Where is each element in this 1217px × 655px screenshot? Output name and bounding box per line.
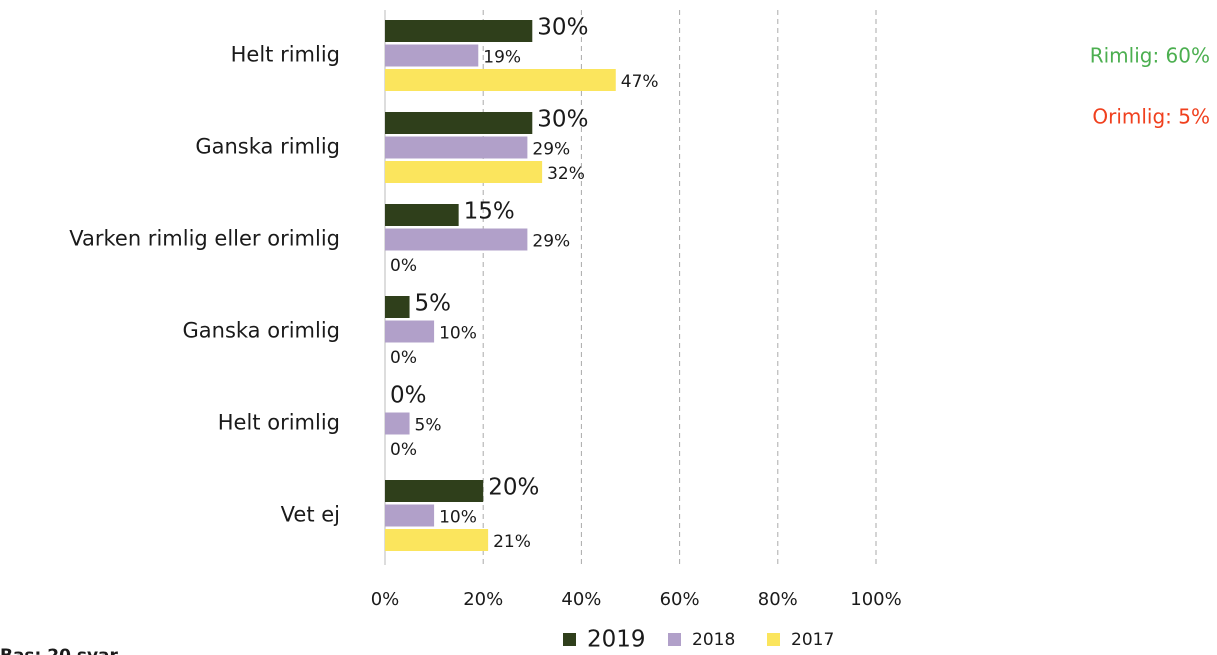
x-tick-label: 0% [371,589,400,610]
bar [385,20,533,42]
value-label: 0% [390,256,417,276]
x-tick-label: 60% [660,589,700,610]
x-tick-label: 40% [561,589,601,610]
bar [385,112,533,134]
bar [385,504,435,527]
bar [385,480,484,502]
legend-label: 2017 [791,630,834,650]
legend-swatch [563,633,576,646]
y-tick-label: Helt rimlig [231,43,340,67]
value-label: 0% [390,383,427,409]
value-label: 30% [537,107,588,133]
value-label: 0% [390,440,417,460]
value-label: 5% [415,291,452,317]
value-label: 15% [464,199,515,225]
annotation: Orimlig: 5% [1092,105,1210,129]
value-label: 47% [621,72,659,92]
y-tick-label: Ganska rimlig [195,135,340,159]
bar [385,320,435,343]
value-label: 10% [439,324,477,344]
value-label: 29% [532,140,570,160]
value-label: 19% [483,48,521,68]
bar [385,204,459,226]
bar [385,136,528,159]
x-tick-label: 80% [758,589,798,610]
value-label: 0% [390,348,417,368]
value-label: 5% [415,416,442,436]
legend-swatch [767,633,780,646]
value-label: 30% [537,15,588,41]
bar [385,161,543,183]
legend-swatch [668,633,681,646]
value-label: 20% [488,475,539,501]
bar [385,69,616,91]
bar [385,44,479,67]
y-tick-label: Varken rimlig eller orimlig [69,227,340,251]
bar [385,412,410,435]
value-label: 21% [493,532,531,552]
bar [385,296,410,318]
value-label: 32% [547,164,585,184]
legend-label: 2018 [692,630,735,650]
footnote: Bas: 20 svar [0,646,119,655]
annotation: Rimlig: 60% [1090,44,1210,68]
value-label: 29% [532,232,570,252]
legend-label: 2019 [587,627,646,653]
x-tick-label: 20% [463,589,503,610]
bar [385,228,528,251]
y-tick-label: Ganska orimlig [183,319,341,343]
y-tick-label: Helt orimlig [218,411,340,435]
bar [385,529,489,551]
value-label: 10% [439,508,477,528]
x-tick-label: 100% [850,589,901,610]
y-tick-label: Vet ej [281,503,340,527]
